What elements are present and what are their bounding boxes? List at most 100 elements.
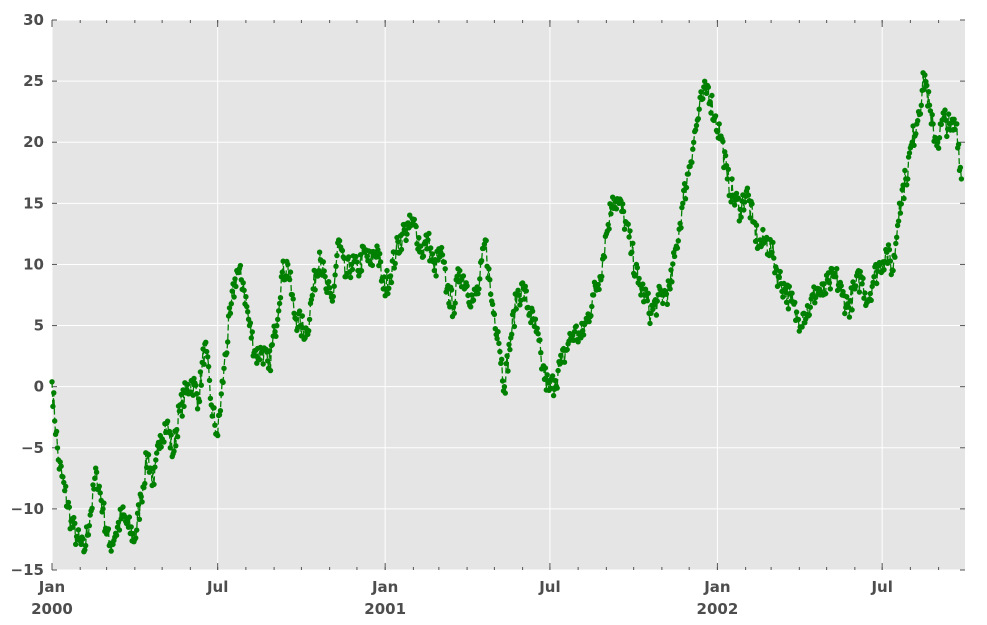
data-point bbox=[771, 255, 777, 261]
data-point bbox=[308, 296, 315, 303]
data-point bbox=[92, 475, 98, 481]
data-point bbox=[331, 283, 337, 289]
data-point bbox=[626, 234, 632, 240]
data-point bbox=[403, 237, 409, 244]
data-point bbox=[275, 316, 281, 323]
data-point bbox=[158, 444, 164, 450]
data-point bbox=[829, 266, 835, 272]
data-point bbox=[936, 135, 943, 141]
data-point bbox=[407, 212, 413, 218]
y-tick-label: 5 bbox=[34, 317, 44, 335]
data-point bbox=[821, 281, 827, 287]
data-point bbox=[266, 348, 273, 354]
data-point bbox=[786, 283, 792, 290]
data-point bbox=[126, 514, 133, 520]
data-point bbox=[667, 286, 673, 292]
data-point bbox=[535, 331, 541, 337]
data-point bbox=[735, 195, 741, 201]
data-point bbox=[549, 373, 556, 379]
data-point bbox=[785, 306, 792, 312]
data-point bbox=[483, 237, 489, 244]
data-point bbox=[693, 122, 700, 129]
data-point bbox=[675, 238, 681, 244]
data-point bbox=[207, 395, 214, 402]
data-point bbox=[703, 90, 710, 97]
data-point bbox=[542, 365, 549, 371]
y-tick-label: 10 bbox=[23, 255, 44, 273]
data-point bbox=[601, 254, 608, 260]
data-point bbox=[887, 258, 894, 264]
data-point bbox=[346, 254, 352, 260]
data-point bbox=[506, 341, 512, 348]
data-point bbox=[780, 294, 786, 300]
data-point bbox=[336, 238, 343, 244]
y-tick-label: 30 bbox=[23, 11, 44, 29]
data-point bbox=[441, 259, 447, 265]
data-point bbox=[167, 445, 173, 451]
data-point bbox=[279, 269, 285, 275]
data-point bbox=[629, 249, 635, 255]
data-point bbox=[660, 300, 666, 307]
data-point bbox=[894, 234, 900, 240]
data-point bbox=[72, 520, 78, 526]
data-point bbox=[529, 308, 536, 314]
data-point bbox=[700, 96, 706, 102]
data-point bbox=[438, 244, 445, 251]
x-tick-label: Jan bbox=[371, 578, 398, 596]
data-point bbox=[480, 245, 487, 251]
data-point bbox=[742, 199, 748, 205]
data-point bbox=[155, 439, 162, 446]
data-point bbox=[929, 112, 935, 118]
data-point bbox=[621, 226, 628, 232]
x-tick-label: Jan bbox=[703, 578, 730, 596]
data-point bbox=[838, 283, 844, 289]
data-point bbox=[176, 408, 183, 414]
data-point bbox=[627, 228, 633, 234]
data-point bbox=[384, 267, 390, 274]
data-point bbox=[777, 268, 783, 275]
data-point bbox=[232, 276, 238, 282]
data-point bbox=[413, 223, 419, 230]
data-point bbox=[171, 448, 177, 454]
data-point bbox=[632, 272, 639, 278]
data-point bbox=[215, 432, 221, 439]
data-point bbox=[233, 283, 239, 290]
data-point bbox=[850, 279, 856, 285]
data-point bbox=[595, 281, 601, 288]
axis-ticks bbox=[51, 19, 965, 571]
data-point bbox=[347, 274, 354, 281]
data-point bbox=[668, 267, 674, 273]
data-point bbox=[942, 107, 948, 113]
data-point bbox=[404, 231, 410, 237]
data-point bbox=[96, 483, 103, 489]
series-layer bbox=[49, 70, 965, 555]
data-point bbox=[487, 277, 493, 283]
data-point bbox=[827, 286, 833, 292]
data-point bbox=[420, 253, 427, 259]
data-point bbox=[856, 289, 863, 295]
data-point bbox=[654, 298, 660, 304]
data-point bbox=[537, 337, 543, 343]
data-point bbox=[689, 159, 695, 166]
data-point bbox=[918, 102, 924, 109]
data-point bbox=[401, 227, 407, 233]
data-point bbox=[122, 513, 128, 520]
data-point bbox=[812, 300, 818, 306]
data-point bbox=[741, 207, 747, 213]
data-point bbox=[691, 139, 697, 145]
data-point bbox=[705, 84, 711, 90]
data-point bbox=[209, 413, 215, 419]
data-point bbox=[605, 221, 611, 228]
data-point bbox=[653, 312, 660, 318]
data-point bbox=[894, 222, 901, 229]
data-point bbox=[226, 305, 233, 311]
data-point bbox=[663, 291, 670, 297]
data-point bbox=[729, 176, 735, 182]
data-point bbox=[154, 450, 160, 456]
data-point bbox=[178, 391, 184, 398]
data-point bbox=[897, 210, 904, 216]
data-point bbox=[326, 285, 333, 291]
data-point bbox=[486, 266, 492, 272]
data-point bbox=[93, 469, 100, 475]
data-point bbox=[571, 329, 578, 335]
